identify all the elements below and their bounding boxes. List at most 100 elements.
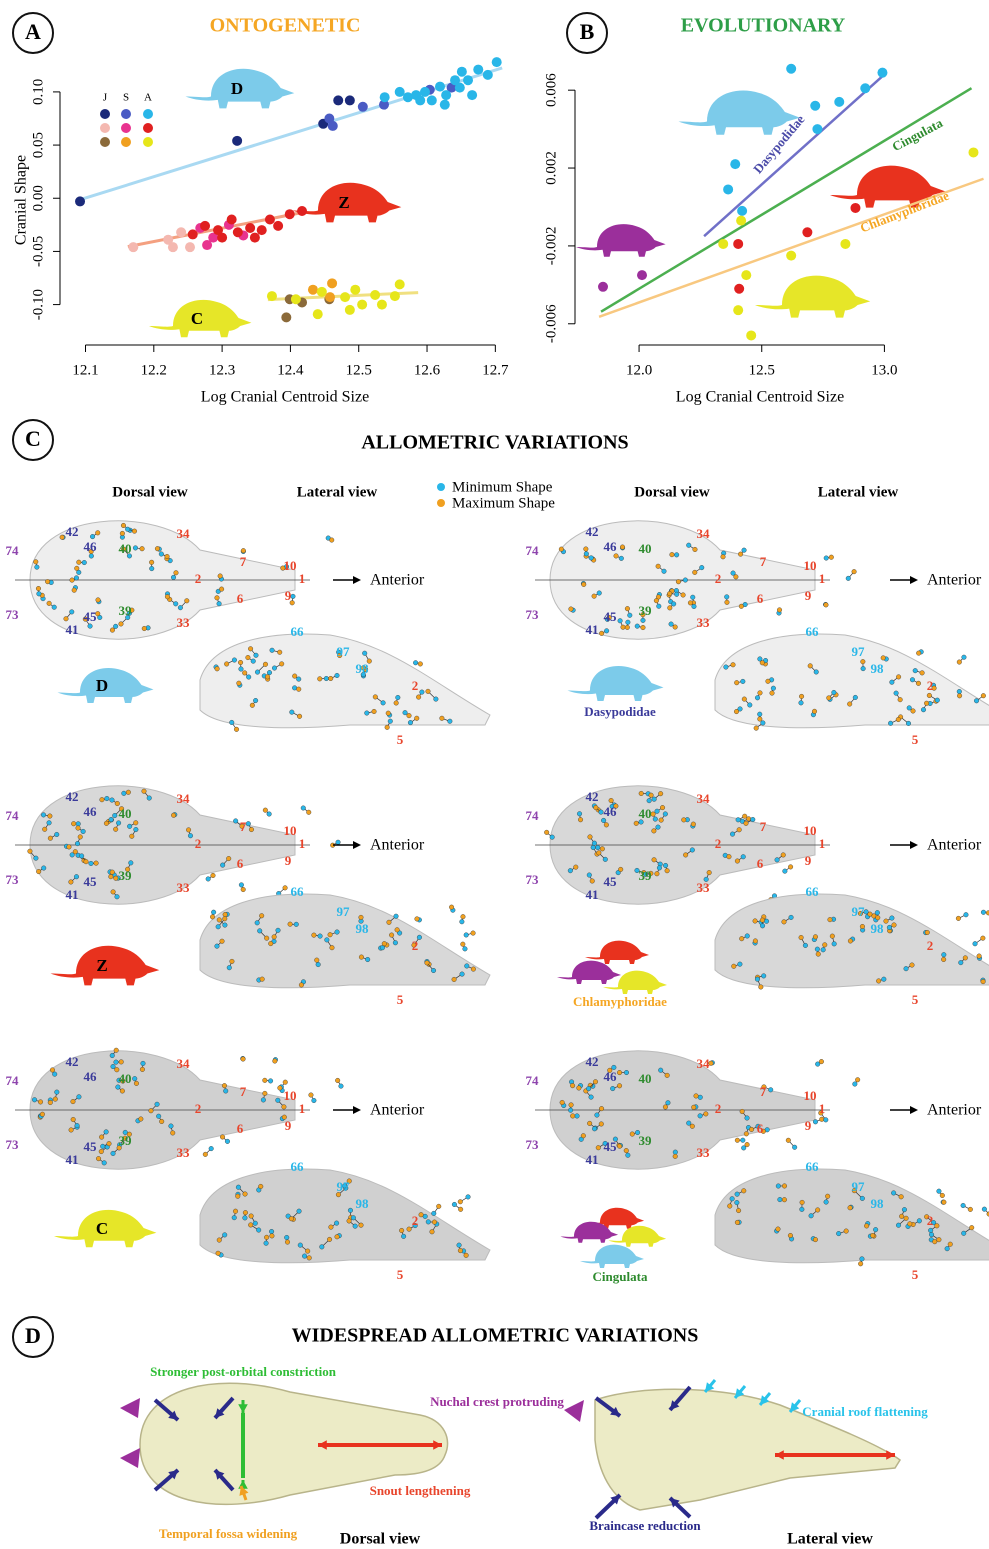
- landmark-max: [382, 941, 387, 946]
- landmark-min: [894, 691, 899, 696]
- landmark-min: [253, 698, 258, 703]
- landmark-max: [234, 727, 239, 732]
- landmark-max: [819, 1059, 824, 1064]
- landmark-min: [217, 601, 222, 606]
- landmark-max: [920, 671, 925, 676]
- landmark-number: 74: [526, 1073, 540, 1088]
- landmark-max: [655, 871, 660, 876]
- landmark-max: [927, 693, 932, 698]
- landmark-max: [243, 1210, 248, 1215]
- landmark-max: [884, 919, 889, 924]
- landmark-min: [269, 1229, 274, 1234]
- landmark-min: [750, 817, 755, 822]
- data-point: [840, 239, 850, 249]
- landmark-max: [235, 1194, 240, 1199]
- landmark-max: [299, 983, 304, 988]
- landmark-max: [99, 1149, 104, 1154]
- landmark-max: [956, 916, 961, 921]
- landmark-min: [211, 910, 216, 915]
- y-tick-label: 0.05: [30, 132, 46, 158]
- landmark-number: 2: [715, 571, 722, 586]
- landmark-min: [464, 964, 469, 969]
- landmark-max: [237, 681, 242, 686]
- landmark-number: 73: [6, 872, 20, 887]
- landmark-max: [220, 1135, 225, 1140]
- landmark-max: [659, 818, 664, 823]
- landmark-max: [471, 931, 476, 936]
- landmark-max: [981, 936, 986, 941]
- landmark-max: [419, 1212, 424, 1217]
- landmark-max: [599, 631, 604, 636]
- landmark-max: [776, 1227, 781, 1232]
- annotation: Temporal fossa widening: [159, 1526, 298, 1541]
- landmark-min: [335, 930, 340, 935]
- landmark-max: [799, 694, 804, 699]
- landmark-min: [37, 591, 42, 596]
- landmark-max: [813, 1237, 818, 1242]
- data-point: [834, 97, 844, 107]
- landmark-min: [902, 1207, 907, 1212]
- landmark-max: [243, 1192, 248, 1197]
- x-tick-label: 12.2: [141, 362, 167, 378]
- landmark-max: [36, 586, 41, 591]
- landmark-max: [604, 823, 609, 828]
- landmark-min: [324, 676, 329, 681]
- landmark-min: [824, 1200, 829, 1205]
- y-tick-label: 0.002: [543, 151, 559, 185]
- landmark-max: [681, 593, 686, 598]
- landmark-max: [734, 680, 739, 685]
- landmark-min: [809, 1213, 814, 1218]
- landmark-max: [828, 917, 833, 922]
- landmark-min: [243, 1216, 248, 1221]
- data-point: [395, 279, 405, 289]
- landmark-min: [448, 719, 453, 724]
- legend-swatch: [100, 109, 110, 119]
- landmark-max: [740, 1109, 745, 1114]
- landmark-min: [41, 866, 46, 871]
- panel-title: ALLOMETRIC VARIATIONS: [361, 432, 628, 454]
- landmark-max: [942, 1200, 947, 1205]
- landmark-max: [911, 709, 916, 714]
- landmark-max: [614, 554, 619, 559]
- landmark-number: 34: [177, 791, 191, 806]
- landmark-max: [211, 873, 216, 878]
- landmark-max: [126, 790, 131, 795]
- landmark-max: [249, 1214, 254, 1219]
- landmark-min: [846, 576, 851, 581]
- landmark-min: [246, 675, 251, 680]
- landmark-min: [460, 919, 465, 924]
- landmark-min: [945, 1246, 950, 1251]
- landmark-max: [217, 918, 222, 923]
- data-point: [810, 101, 820, 111]
- landmark-max: [739, 936, 744, 941]
- landmark-max: [620, 545, 625, 550]
- landmark-min: [792, 1145, 797, 1150]
- landmark-min: [962, 655, 967, 660]
- landmark-max: [788, 1233, 793, 1238]
- landmark-max: [735, 1138, 740, 1143]
- landmark-min: [783, 869, 788, 874]
- landmark-min: [272, 666, 277, 671]
- landmark-min: [757, 712, 762, 717]
- landmark-min: [673, 1150, 678, 1155]
- panel-letter: A: [25, 19, 41, 44]
- landmark-max: [149, 560, 154, 565]
- landmark-max: [744, 821, 749, 826]
- landmark-number: 39: [639, 868, 653, 883]
- landmark-max: [560, 1100, 565, 1105]
- landmark-number: 45: [84, 874, 98, 889]
- clade-label: Cingulata: [593, 1269, 648, 1284]
- landmark-max: [186, 828, 191, 833]
- data-point: [317, 287, 327, 297]
- landmark-max: [215, 666, 220, 671]
- landmark-max: [578, 817, 583, 822]
- landmark-min: [961, 1231, 966, 1236]
- data-point: [265, 215, 275, 225]
- landmark-max: [676, 579, 681, 584]
- landmark-max: [673, 625, 678, 630]
- legend-header: S: [123, 92, 129, 104]
- landmark-max: [875, 915, 880, 920]
- landmark-max: [704, 1112, 709, 1117]
- data-point: [492, 57, 502, 67]
- landmark-number: 7: [760, 819, 767, 834]
